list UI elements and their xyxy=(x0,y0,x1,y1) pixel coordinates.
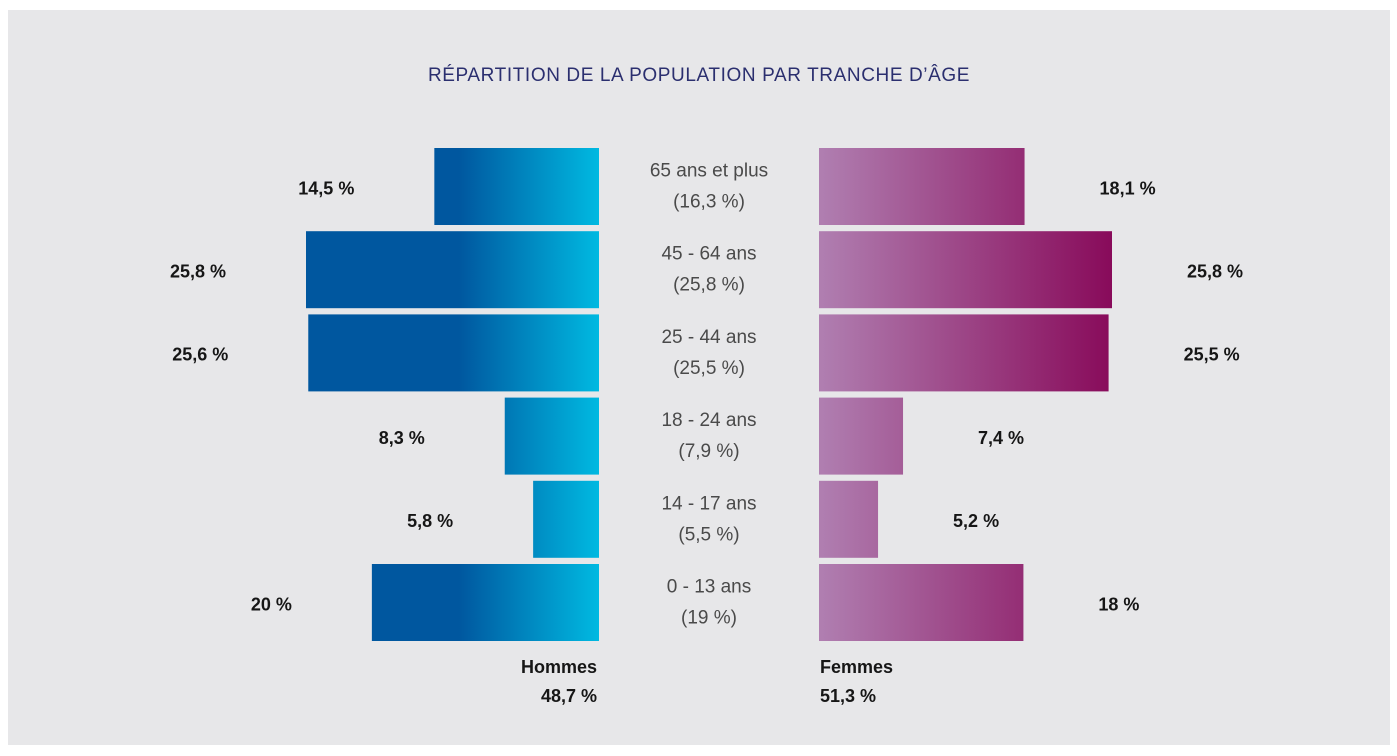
bar xyxy=(434,148,599,225)
category-label: 45 - 64 ans xyxy=(661,244,756,265)
value-label: 25,5 % xyxy=(1184,345,1240,365)
value-label: 20 % xyxy=(251,594,292,614)
category-label: 14 - 17 ans xyxy=(661,493,756,514)
value-label: 14,5 % xyxy=(298,178,354,198)
value-label: 18 % xyxy=(1098,594,1139,614)
value-label: 5,2 % xyxy=(953,511,999,531)
bar xyxy=(819,564,1024,641)
chart-title: RÉPARTITION DE LA POPULATION PAR TRANCHE… xyxy=(428,64,970,86)
value-label: 7,4 % xyxy=(978,428,1024,448)
bar xyxy=(819,397,904,475)
bar xyxy=(306,231,599,309)
category-share: (25,5 %) xyxy=(673,358,745,379)
category-label: 0 - 13 ans xyxy=(667,577,752,598)
bar xyxy=(819,231,1112,309)
bar xyxy=(504,397,599,475)
category-share: (19 %) xyxy=(681,608,737,629)
value-label: 18,1 % xyxy=(1100,178,1156,198)
category-label: 65 ans et plus xyxy=(650,161,768,182)
category-label: 18 - 24 ans xyxy=(661,410,756,431)
category-share: (5,5 %) xyxy=(678,524,739,545)
bar xyxy=(819,314,1109,392)
category-label: 25 - 44 ans xyxy=(661,327,756,348)
panel xyxy=(8,10,1390,745)
series-total: 51,3 % xyxy=(820,686,876,706)
category-share: (16,3 %) xyxy=(673,192,745,213)
value-label: 5,8 % xyxy=(407,511,453,531)
bar xyxy=(819,480,879,558)
legend-label: Hommes xyxy=(521,657,597,677)
bar xyxy=(371,564,599,641)
bar xyxy=(819,148,1025,225)
series-total: 48,7 % xyxy=(541,686,597,706)
value-label: 8,3 % xyxy=(379,428,425,448)
bar xyxy=(533,480,599,558)
category-share: (7,9 %) xyxy=(678,441,739,462)
value-label: 25,8 % xyxy=(170,261,226,281)
category-share: (25,8 %) xyxy=(673,275,745,296)
value-label: 25,6 % xyxy=(172,345,228,365)
legend-label: Femmes xyxy=(820,657,893,677)
value-label: 25,8 % xyxy=(1187,261,1243,281)
bar xyxy=(308,314,599,392)
